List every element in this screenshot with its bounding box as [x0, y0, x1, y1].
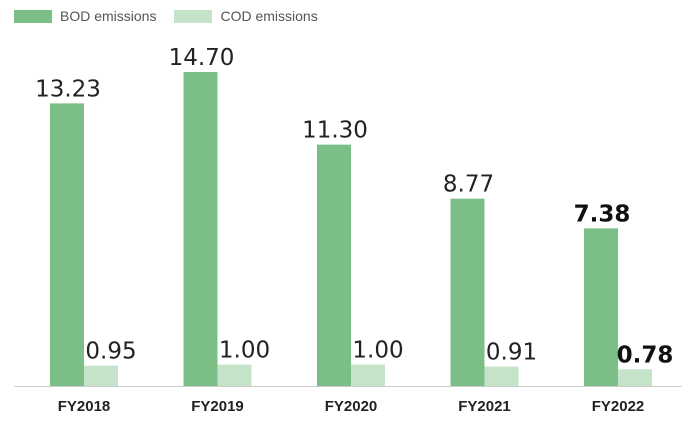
- bar-cod-fy2018: [84, 365, 118, 386]
- bar-bod-fy2019: [183, 72, 218, 386]
- value-label-cod-fy2022: 0.78: [617, 342, 674, 368]
- bar-cod-fy2022: [618, 369, 652, 386]
- x-tick-label-fy2018: FY2018: [58, 398, 111, 415]
- legend: BOD emissions COD emissions: [14, 6, 318, 26]
- legend-item-bod: BOD emissions: [14, 8, 156, 24]
- value-label-cod-fy2021: 0.91: [486, 340, 537, 366]
- bar-bod-fy2018: [50, 103, 84, 387]
- bar-bod-fy2020: [317, 144, 351, 386]
- legend-item-cod: COD emissions: [174, 8, 318, 24]
- value-label-bod-fy2021: 8.77: [443, 172, 494, 198]
- value-label-cod-fy2019: 1.00: [219, 338, 270, 364]
- value-label-bod-fy2019: 14.70: [169, 45, 235, 71]
- bar-cod-fy2020: [351, 364, 385, 386]
- legend-swatch-bod: [14, 9, 52, 23]
- value-label-bod-fy2018: 13.23: [35, 76, 101, 102]
- value-label-bod-fy2020: 11.30: [302, 118, 368, 144]
- legend-swatch-cod: [174, 9, 213, 23]
- legend-label-cod: COD emissions: [220, 8, 318, 24]
- value-label-bod-fy2022: 7.38: [574, 201, 631, 227]
- x-tick-label-fy2019: FY2019: [191, 398, 244, 415]
- value-label-cod-fy2020: 1.00: [352, 338, 403, 364]
- x-tick-label-fy2022: FY2022: [592, 398, 645, 415]
- x-tick-label-fy2020: FY2020: [325, 398, 378, 415]
- bar-bod-fy2021: [450, 198, 485, 386]
- bar-bod-fy2022: [584, 228, 618, 386]
- bar-cod-fy2019: [217, 364, 252, 386]
- x-tick-label-fy2021: FY2021: [458, 398, 511, 415]
- bar-cod-fy2021: [484, 366, 519, 386]
- legend-label-bod: BOD emissions: [60, 8, 157, 24]
- value-label-cod-fy2018: 0.95: [85, 339, 136, 365]
